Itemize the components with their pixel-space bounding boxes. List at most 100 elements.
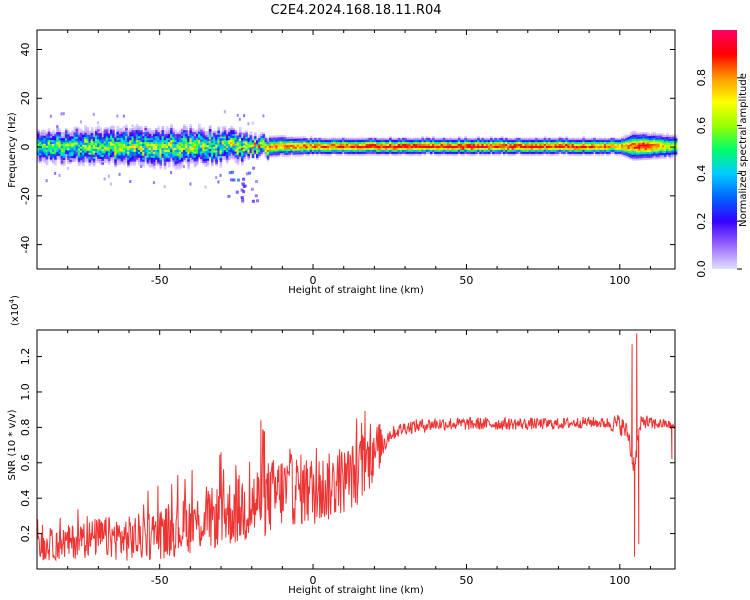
heatmap-cell — [107, 162, 111, 165]
heatmap-cell — [417, 145, 420, 148]
heatmap-cell — [303, 146, 306, 149]
heatmap-cell — [144, 151, 148, 154]
heatmap-cell — [150, 135, 154, 139]
heatmap-cell — [614, 143, 618, 146]
heatmap-cell — [606, 153, 609, 156]
heatmap-cell — [110, 139, 113, 142]
heatmap-cell — [103, 141, 107, 144]
heatmap-cell — [657, 149, 661, 152]
heatmap-cell — [268, 135, 272, 138]
heatmap-cell — [535, 143, 538, 146]
heatmap-cell — [586, 153, 590, 156]
heatmap-cell — [54, 147, 57, 150]
heatmap-cell — [84, 136, 87, 139]
heatmap-cell — [170, 151, 173, 154]
heatmap-cell — [62, 134, 66, 137]
heatmap-cell — [54, 145, 57, 148]
heatmap-cell — [243, 148, 246, 152]
heatmap-cell — [99, 131, 102, 134]
heatmap-cell — [374, 147, 377, 150]
heatmap-cell — [114, 141, 117, 144]
heatmap-cell — [178, 133, 182, 137]
heatmap-cell — [339, 153, 343, 156]
heatmap-cell — [187, 135, 190, 139]
y-tick-label: -40 — [19, 236, 32, 254]
heatmap-cell — [421, 143, 424, 146]
heatmap-cell — [485, 147, 489, 150]
heatmap-cell — [582, 143, 586, 146]
heatmap-cell — [580, 137, 583, 141]
heatmap-cell — [79, 146, 83, 149]
heatmap-cell — [60, 161, 64, 164]
heatmap-cell — [249, 146, 253, 150]
heatmap-cell — [498, 141, 502, 145]
heatmap-cell — [165, 147, 169, 150]
heatmap-cell — [294, 140, 298, 143]
heatmap-cell — [560, 151, 564, 154]
heatmap-cell — [69, 142, 72, 145]
heatmap-cell — [414, 149, 418, 152]
heatmap-cell — [466, 137, 470, 141]
heatmap-cell — [582, 145, 586, 148]
y-tick-label: 0.2 — [19, 525, 32, 543]
heatmap-cell — [135, 155, 139, 158]
heatmap-cell — [610, 151, 613, 154]
heatmap-cell — [150, 165, 154, 168]
heatmap-cell — [389, 141, 392, 145]
heatmap-cell — [402, 151, 405, 154]
heatmap-cell — [43, 149, 47, 152]
heatmap-cell — [661, 141, 665, 144]
heatmap-cell — [58, 130, 62, 133]
heatmap-cell — [432, 147, 435, 150]
heatmap-cell — [644, 149, 648, 153]
heatmap-cell — [97, 156, 100, 159]
heatmap-cell — [608, 149, 611, 152]
heatmap-cell — [148, 137, 152, 141]
heatmap-cell — [522, 137, 525, 141]
heatmap-cell — [601, 137, 605, 141]
heatmap-cell — [202, 146, 205, 150]
heatmap-cell — [597, 151, 601, 154]
heatmap-cell — [399, 137, 403, 141]
heatmap-cell — [451, 147, 455, 150]
heatmap-cell — [425, 145, 429, 148]
heatmap-cell — [447, 153, 450, 156]
heatmap-cell — [144, 143, 148, 146]
heatmap-cell — [670, 144, 674, 147]
heatmap-cell — [526, 143, 530, 146]
heatmap-cell — [419, 139, 422, 143]
heatmap-cell — [509, 143, 513, 146]
heatmap-cell — [213, 136, 216, 139]
heatmap-cell — [86, 140, 90, 143]
heatmap-cell — [412, 141, 416, 145]
heatmap-cell — [157, 133, 160, 137]
heatmap-cell — [221, 143, 225, 147]
heatmap-cell — [225, 134, 229, 137]
heatmap-cell — [140, 161, 143, 164]
heatmap-cell — [238, 152, 242, 155]
heatmap-cell — [352, 137, 356, 141]
heatmap-cell — [127, 143, 130, 146]
heatmap-cell — [453, 151, 457, 154]
heatmap-cell — [43, 147, 47, 150]
heatmap-cell — [273, 141, 276, 144]
heatmap-cell — [670, 138, 674, 141]
heatmap-cell — [451, 153, 455, 156]
heatmap-cell — [37, 137, 40, 140]
heatmap-cell — [56, 139, 59, 143]
heatmap-cell — [307, 153, 311, 156]
heatmap-cell — [200, 133, 203, 136]
heatmap-cell — [176, 165, 180, 168]
heatmap-cell — [144, 141, 148, 145]
heatmap-cell — [367, 141, 371, 145]
heatmap-cell — [56, 151, 59, 154]
heatmap-cell — [260, 147, 263, 151]
heatmap-cell — [672, 140, 676, 143]
heatmap-cell — [475, 141, 478, 145]
heatmap-cell — [95, 134, 98, 138]
heatmap-cell — [391, 139, 394, 143]
heatmap-cell — [337, 147, 341, 150]
heatmap-cell — [125, 139, 128, 142]
heatmap-cell — [331, 147, 334, 150]
heatmap-cell — [110, 127, 113, 130]
